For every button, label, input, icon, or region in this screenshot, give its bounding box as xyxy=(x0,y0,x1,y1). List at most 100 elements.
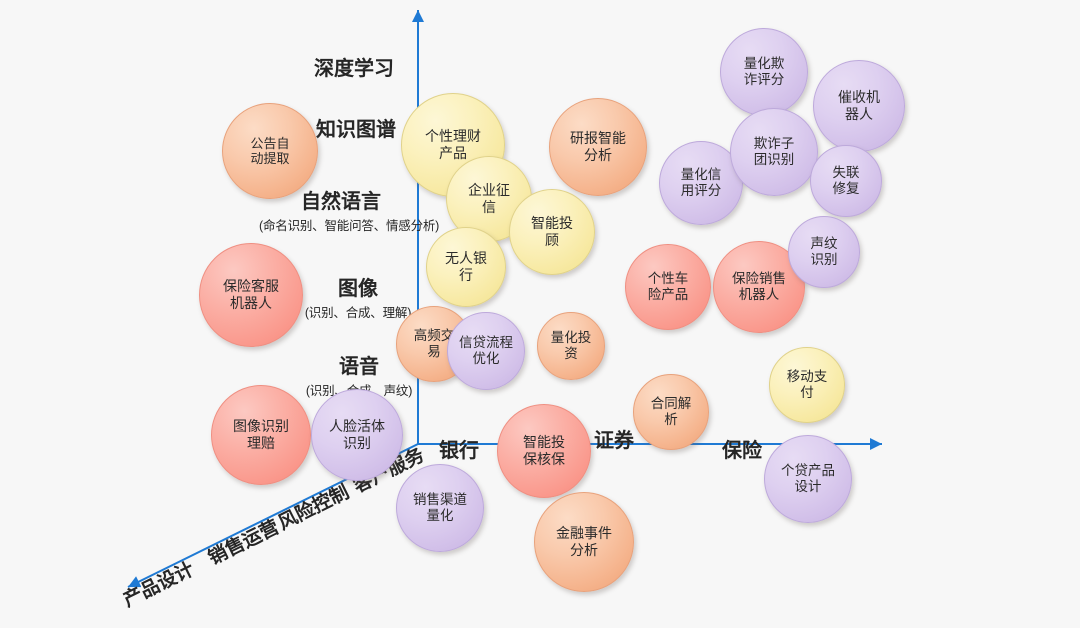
bubble[interactable]: 量化投资 xyxy=(537,312,605,380)
horizontal-axis-label-securities: 证券 xyxy=(594,424,634,453)
bubble-label-line: 人脸活体 xyxy=(329,418,385,435)
bubble[interactable]: 公告自 动提取 xyxy=(222,103,318,199)
label-text: 深度学习 xyxy=(314,58,394,80)
bubble[interactable]: 研报智能 分析 xyxy=(549,98,647,196)
bubble[interactable]: 个性车 险产品 xyxy=(625,244,711,330)
bubble[interactable]: 智能投顾 xyxy=(509,189,595,275)
bubble-label-line: 量化 xyxy=(426,508,454,523)
vertical-axis-label-deep-learning: 深度学习 xyxy=(314,52,394,81)
bubble-label-line: 资 xyxy=(564,346,578,361)
bubble-label-line: 个贷产品 xyxy=(781,463,835,479)
bubble-label-line: 企业征 xyxy=(468,182,510,199)
bubble-label-line: 声纹 xyxy=(810,236,838,252)
bubble-label: 企业征信 xyxy=(468,182,510,215)
bubble-label-line: 催收机 xyxy=(838,89,880,106)
bubble-label: 失联 修复 xyxy=(833,165,860,197)
bubble-label: 保险客服 机器人 xyxy=(223,278,279,311)
bubble-label-line: 保险销售 xyxy=(732,271,786,287)
bubble-label: 金融事件 分析 xyxy=(556,525,612,558)
bubble[interactable]: 声纹 识别 xyxy=(788,216,860,288)
bubble-label-line: 付 xyxy=(800,385,814,400)
bubble-label-line: 团识别 xyxy=(753,152,795,167)
bubble[interactable]: 智能投 保核保 xyxy=(497,404,591,498)
bubble-label-line: 诈评分 xyxy=(743,72,785,87)
bubble-label: 销售渠道 量化 xyxy=(413,492,467,524)
bubble-label: 量化投资 xyxy=(551,330,592,362)
bubble[interactable]: 销售渠道 量化 xyxy=(396,464,484,552)
label-text: 风险控制 xyxy=(275,481,353,535)
bubble-label-line: 修复 xyxy=(832,181,860,196)
bubble-label: 智能投 保核保 xyxy=(523,434,565,467)
bubble-label: 智能投顾 xyxy=(531,215,573,248)
label-text: 产品设计 xyxy=(120,558,198,612)
bubble-label: 个贷产品 设计 xyxy=(781,463,835,495)
vertical-axis-label-nlp: 自然语言 (命名识别、智能问答、情感分析) xyxy=(259,185,440,234)
bubble[interactable]: 信贷流程 优化 xyxy=(447,312,525,390)
bubble-label: 声纹 识别 xyxy=(811,236,838,268)
vertical-axis-label-knowledge-graph: 知识图谱 xyxy=(316,113,396,142)
bubble[interactable]: 图像识别 理赔 xyxy=(211,385,311,485)
bubble[interactable]: 合同解析 xyxy=(633,374,709,450)
bubble-label-line: 机器人 xyxy=(230,295,272,311)
bubble-label-line: 产品 xyxy=(439,145,467,161)
bubble[interactable]: 催收机 器人 xyxy=(813,60,905,152)
bubble-label-line: 易 xyxy=(427,344,441,359)
label-text: 销售运营 xyxy=(205,516,283,570)
bubble-label-line: 高频交 xyxy=(413,328,455,344)
label-subtext: (命名识别、智能问答、情感分析) xyxy=(259,219,440,233)
bubble-label-line: 销售渠道 xyxy=(413,492,467,508)
bubble-label-line: 金融事件 xyxy=(556,525,612,542)
bubble-label-line: 公告自 xyxy=(250,135,290,151)
bubble[interactable]: 个贷产品 设计 xyxy=(764,435,852,523)
bubble[interactable]: 失联 修复 xyxy=(810,145,882,217)
label-text: 证券 xyxy=(594,430,634,452)
label-text: 知识图谱 xyxy=(316,119,396,141)
bubble-label-line: 设计 xyxy=(794,479,822,494)
bubble[interactable]: 无人银行 xyxy=(426,227,506,307)
bubble-label: 量化信 用评分 xyxy=(681,167,722,199)
bubble-label-line: 分析 xyxy=(570,542,598,558)
bubble[interactable]: 量化欺 诈评分 xyxy=(720,28,808,116)
bubble-label-line: 无人银 xyxy=(445,250,487,267)
label-text: 银行 xyxy=(439,440,479,462)
bubble-label: 人脸活体 识别 xyxy=(329,418,385,451)
bubble-label-line: 析 xyxy=(664,412,678,427)
label-text: 图像 xyxy=(338,278,378,300)
diagonal-axis-label-sales-operations: 销售运营 xyxy=(203,512,283,570)
bubble-label: 欺诈子 团识别 xyxy=(754,136,795,168)
bubble[interactable]: 欺诈子 团识别 xyxy=(730,108,818,196)
bubble-label-line: 量化投 xyxy=(550,330,592,346)
vertical-axis-label-image: 图像 (识别、合成、理解) xyxy=(296,272,420,321)
bubble-label-line: 行 xyxy=(459,267,473,283)
horizontal-axis-label-banking: 银行 xyxy=(439,434,479,463)
bubble-label-line: 失联 xyxy=(832,165,860,181)
bubble-label: 公告自 动提取 xyxy=(250,136,289,167)
bubble[interactable]: 移动支付 xyxy=(769,347,845,423)
bubble-label-line: 分析 xyxy=(584,147,612,163)
bubble-label-line: 保核保 xyxy=(523,451,565,467)
bubble-label-line: 个性车 xyxy=(647,271,689,287)
bubble-label-line: 信贷流程 xyxy=(459,335,513,351)
label-text: 自然语言 xyxy=(301,191,381,213)
bubble-label-line: 合同解 xyxy=(650,396,692,412)
bubble-label: 信贷流程 优化 xyxy=(459,335,513,367)
bubble-label-line: 量化信 xyxy=(680,167,722,183)
bubble-label-line: 信 xyxy=(482,199,496,215)
bubble-label: 催收机 器人 xyxy=(838,89,880,122)
bubble-label-line: 用评分 xyxy=(680,183,722,198)
bubble-label-line: 识别 xyxy=(810,252,838,267)
bubble-label-line: 智能投 xyxy=(523,434,565,451)
bubble-label: 量化欺 诈评分 xyxy=(744,56,785,88)
bubble-label-line: 量化欺 xyxy=(743,56,785,72)
bubble-label-line: 器人 xyxy=(845,106,873,122)
bubble[interactable]: 金融事件 分析 xyxy=(534,492,634,592)
bubble-label: 保险销售 机器人 xyxy=(732,271,786,303)
bubble-label-line: 优化 xyxy=(472,351,500,366)
bubble-label-line: 研报智能 xyxy=(570,130,626,147)
bubble[interactable]: 保险客服 机器人 xyxy=(199,243,303,347)
bubble[interactable]: 量化信 用评分 xyxy=(659,141,743,225)
bubble[interactable]: 人脸活体 识别 xyxy=(311,389,403,481)
bubble-label-line: 顾 xyxy=(545,232,559,248)
bubble-label: 合同解析 xyxy=(651,396,692,428)
